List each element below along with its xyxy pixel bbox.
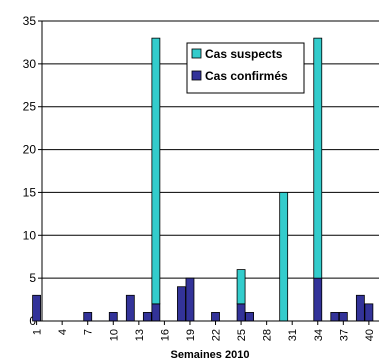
x-tick-label: 13 — [134, 329, 146, 341]
x-tick-label: 31 — [287, 329, 299, 341]
y-tick-label: 15 — [23, 185, 37, 199]
bar-confirmed — [236, 303, 246, 322]
bar-confirmed — [142, 312, 152, 322]
y-tick-label: 10 — [23, 228, 37, 242]
x-tick-label: 22 — [211, 329, 223, 341]
bar-suspected — [279, 192, 289, 322]
y-tick-label: 35 — [23, 14, 37, 28]
bar-suspected — [313, 37, 323, 279]
legend-box — [186, 42, 305, 94]
legend-label: Cas confirmés — [205, 69, 288, 83]
bar-confirmed — [245, 312, 255, 322]
bar-confirmed — [185, 277, 195, 322]
legend-swatch — [191, 48, 202, 59]
x-tick-label: 10 — [108, 329, 120, 341]
bar-confirmed — [330, 312, 340, 322]
bar-confirmed — [313, 277, 323, 322]
y-tick-label: 30 — [23, 57, 37, 71]
y-axis: 05101520253035 — [23, 14, 43, 328]
bar-confirmed — [177, 286, 186, 322]
y-tick-label: 5 — [29, 271, 36, 285]
bar-confirmed — [211, 312, 220, 322]
bar-confirmed — [364, 303, 374, 322]
x-axis: 1 4 7 10 13 16 19 22 25 28 31 34 37 40 — [32, 320, 379, 341]
bar-confirmed — [338, 312, 348, 322]
bar-suspected — [236, 269, 246, 305]
x-tick-label: 16 — [159, 329, 171, 341]
y-tick-label: 20 — [23, 143, 37, 157]
y-tick-label: 25 — [23, 100, 37, 114]
x-tick-label: 34 — [313, 329, 325, 341]
legend-label: Cas suspects — [205, 47, 283, 61]
x-tick-label: 7 — [83, 329, 95, 335]
bar-confirmed — [83, 312, 93, 322]
x-tick-label: 4 — [57, 329, 69, 335]
bar-suspected — [151, 37, 161, 305]
bar-confirmed — [151, 303, 161, 322]
bar-confirmed — [108, 312, 118, 322]
bar-confirmed — [32, 294, 41, 322]
bar-confirmed — [355, 294, 365, 322]
x-tick-label: 40 — [364, 329, 376, 341]
legend-swatch — [191, 70, 202, 81]
x-tick-label: 25 — [236, 329, 248, 341]
x-tick-label: 37 — [338, 329, 350, 341]
x-tick-label: 19 — [185, 329, 197, 341]
bar-confirmed — [125, 294, 135, 322]
legend: Cas suspects Cas confirmés — [186, 42, 305, 94]
x-tick-label: 1 — [32, 329, 44, 335]
x-axis-label: Semaines 2010 — [171, 349, 250, 361]
x-tick-label: 28 — [262, 329, 274, 341]
